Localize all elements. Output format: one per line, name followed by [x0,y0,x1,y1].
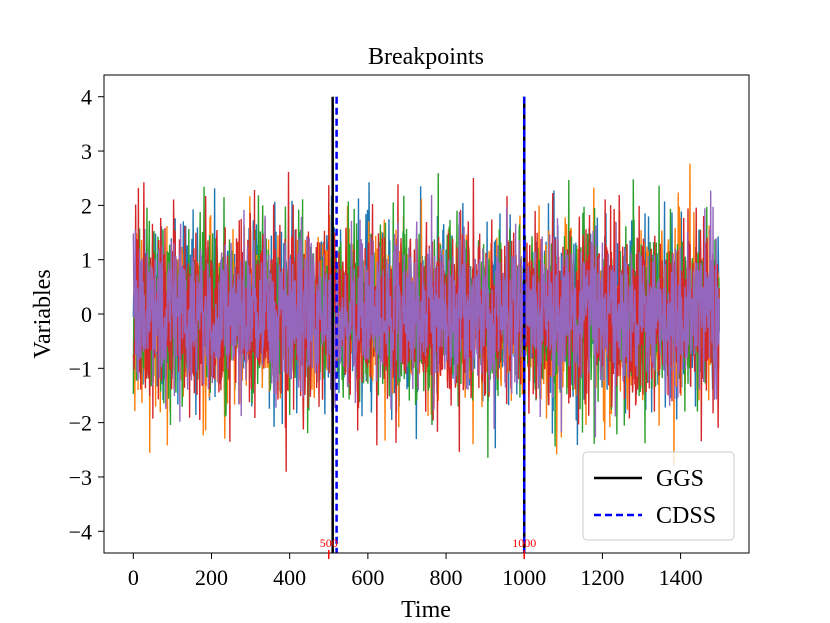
true-breakpoint-label-500: 500 [320,536,338,550]
y-tick-label: −3 [69,465,92,490]
x-tick-label: 400 [273,565,306,590]
x-axis-title: Time [401,597,451,623]
y-tick-label: −2 [69,411,92,436]
legend-box [582,451,735,541]
true-breakpoint-markers: 500 1000 [320,536,536,559]
x-tick-label: 200 [195,565,228,590]
legend-label-ggs: GGS [656,466,704,492]
y-tick-label: −4 [69,519,92,544]
true-breakpoint-label-1000: 1000 [512,536,536,550]
x-tick-label: 1400 [659,565,703,590]
breakpoint-layer [331,96,526,553]
y-tick-label: 3 [81,139,92,164]
chart-title: Breakpoints [368,44,484,70]
legend: GGS CDSS [582,451,735,541]
y-tick-label: 4 [81,85,92,110]
legend-label-cdss: CDSS [656,503,716,529]
x-tick-label: 1200 [580,565,624,590]
series-line-5 [132,190,720,438]
x-tick-label: 600 [351,565,384,590]
y-axis: 4 3 2 1 0 −1 −2 −3 −4 [69,85,104,544]
y-tick-label: 2 [81,193,92,218]
y-tick-label: 1 [81,248,92,273]
x-tick-label: 800 [430,565,463,590]
y-axis-title: Variables [30,269,56,358]
y-tick-label: 0 [81,302,92,327]
x-tick-label: 1000 [502,565,546,590]
series-layer [132,163,720,472]
x-tick-label: 0 [128,565,139,590]
y-tick-label: −1 [69,356,92,381]
x-axis: 0 200 400 600 800 1000 1200 1400 [128,553,703,590]
